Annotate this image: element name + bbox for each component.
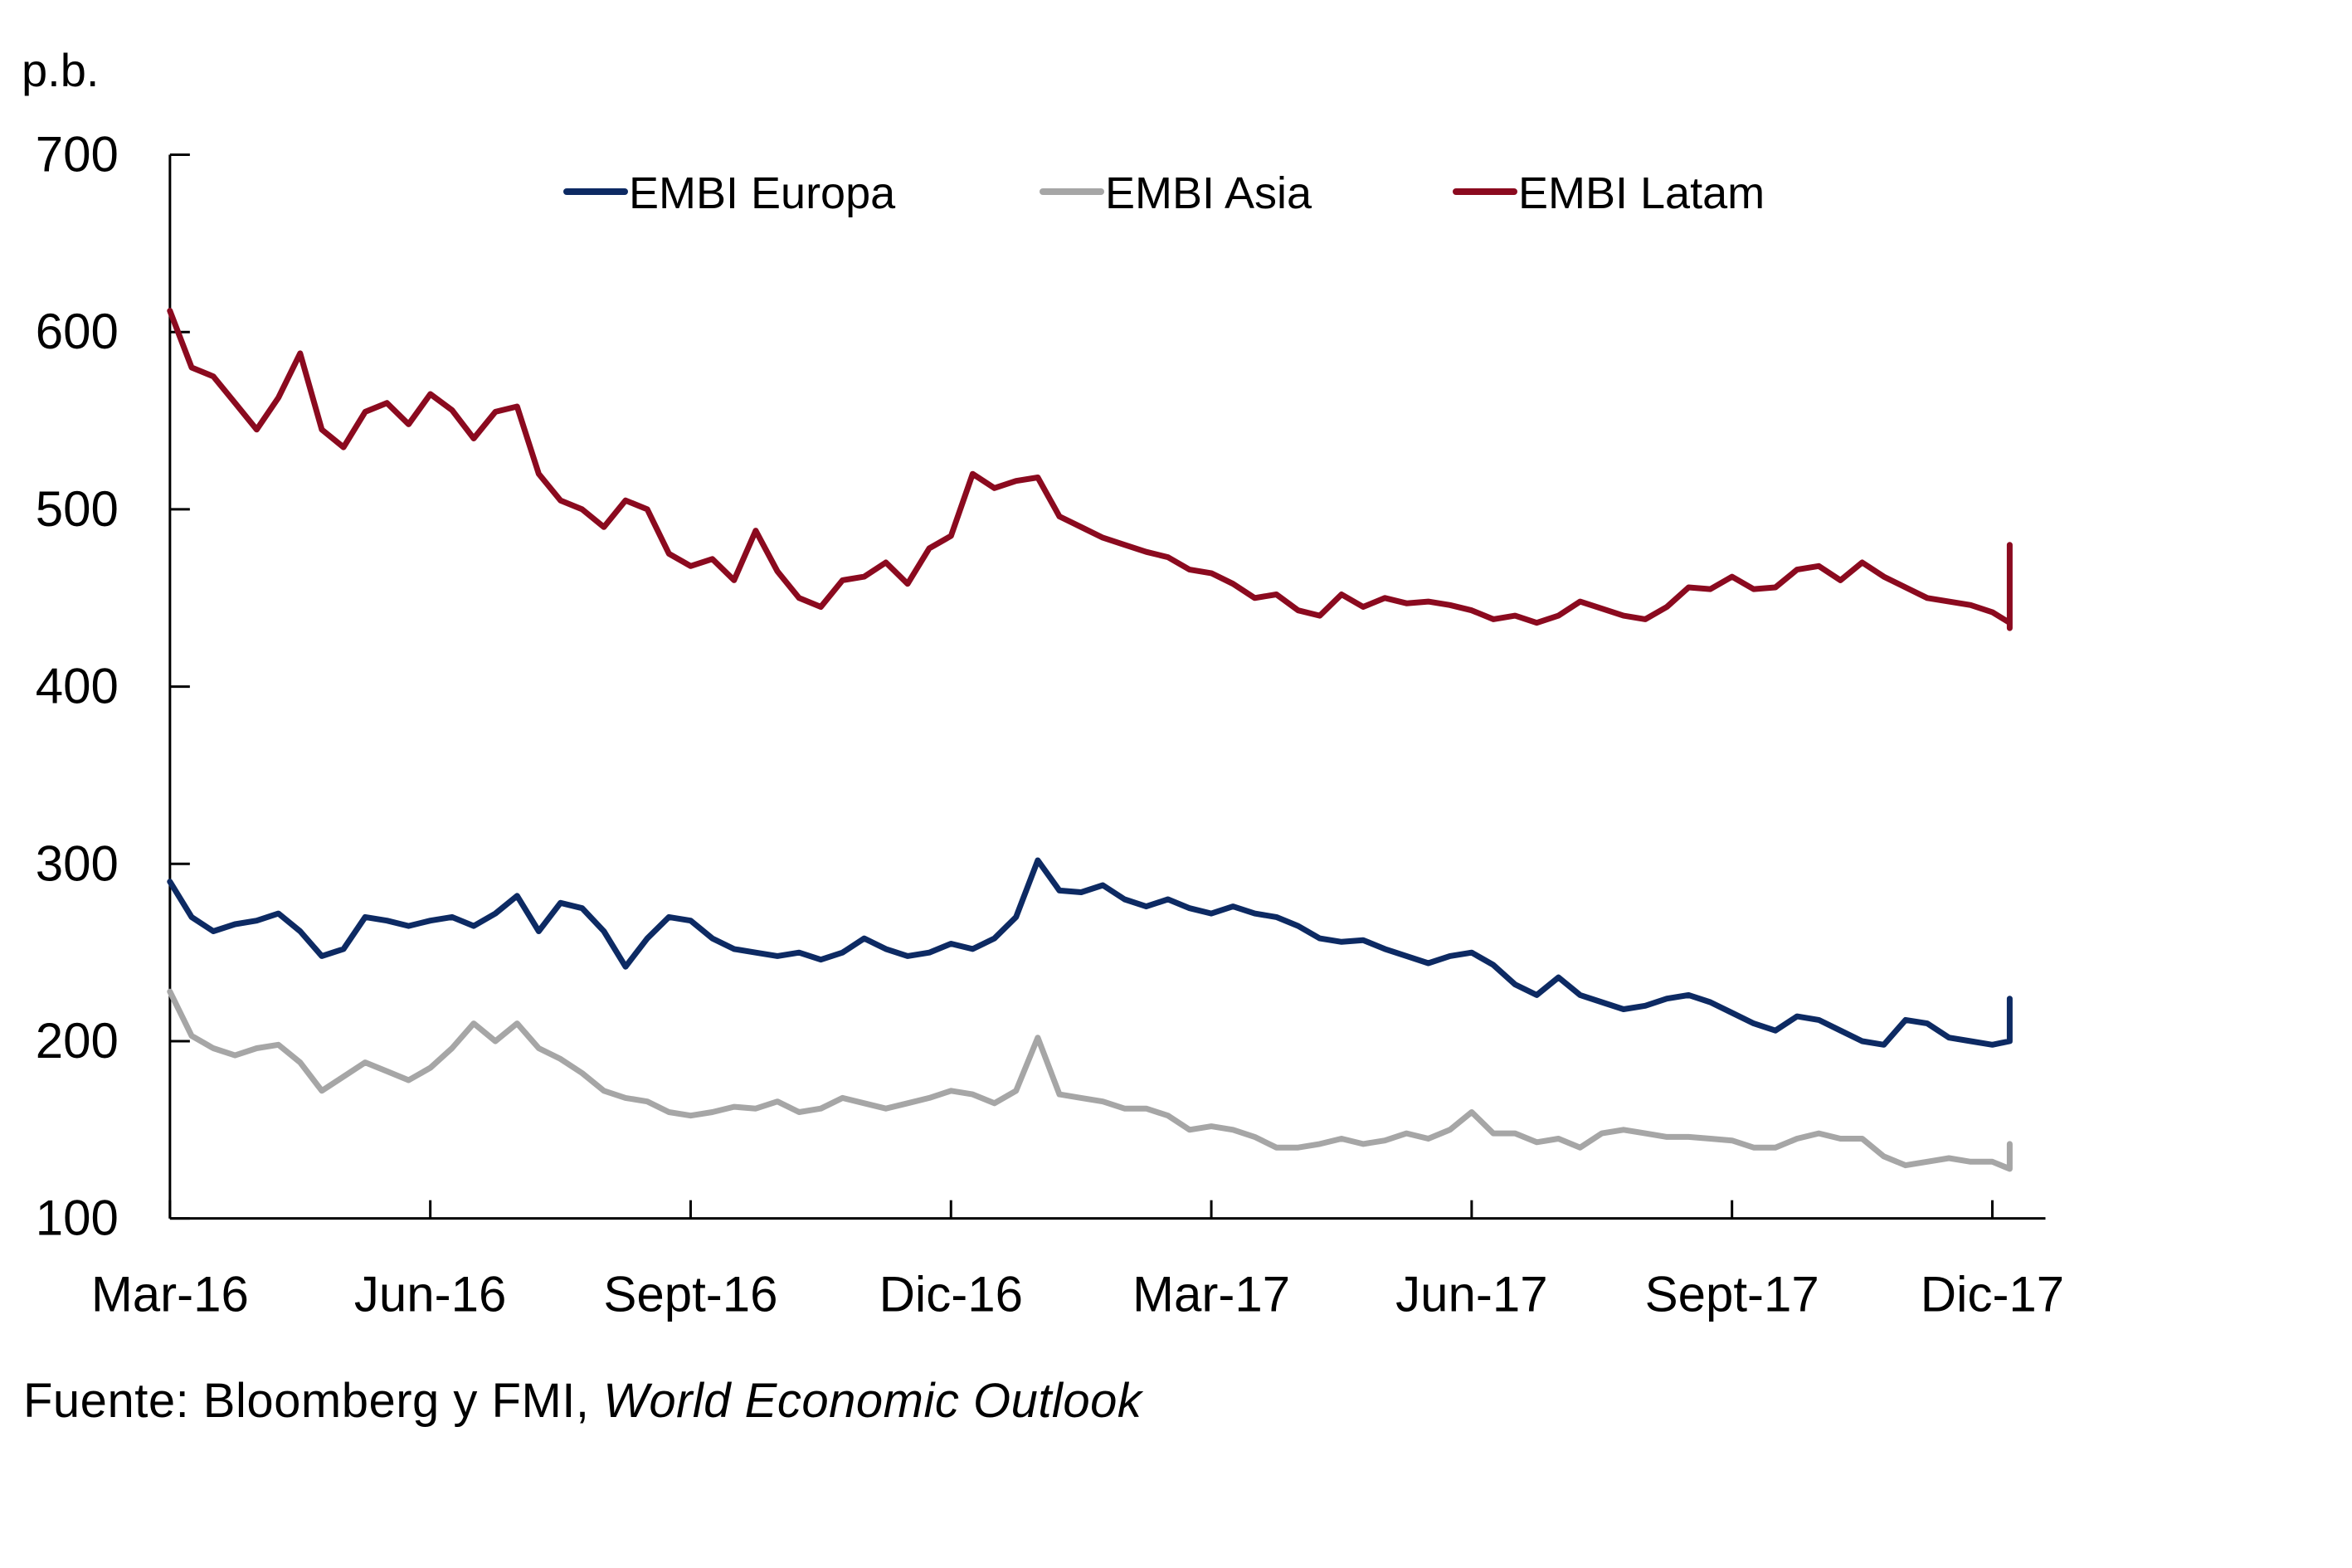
legend-label: EMBI Europa (629, 168, 896, 218)
y-axis-unit-label: p.b. (22, 44, 100, 96)
y-axis-ticks: 100 200 300 400 500 600 700 (36, 127, 190, 1246)
series-lines (167, 308, 2013, 1172)
legend-item-embi-latam: EMBI Latam (1453, 168, 1765, 218)
x-tick-label: Jun-17 (1395, 1267, 1547, 1322)
legend-label: EMBI Latam (1518, 168, 1765, 218)
x-tick-label: Dic-17 (1921, 1267, 2064, 1322)
legend-item-embi-asia: EMBI Asia (1040, 168, 1312, 218)
series-line-embi-latam (167, 308, 2013, 631)
y-tick-label: 100 (36, 1191, 119, 1246)
y-tick-label: 200 (36, 1013, 119, 1069)
legend-label: EMBI Asia (1105, 168, 1312, 218)
legend: EMBI Europa EMBI Asia EMBI Latam (563, 168, 1765, 218)
y-tick-label: 600 (36, 304, 119, 359)
source-note: Fuente: Bloomberg y FMI, World Economic … (23, 1373, 1142, 1429)
x-axis-ticks: Mar-16 Jun-16 Sept-16 Dic-16 Mar-17 Jun-17 Sep… (91, 1200, 2064, 1322)
legend-item-embi-europa: EMBI Europa (563, 168, 896, 218)
x-tick-label: Dic-16 (879, 1267, 1023, 1322)
series-line-embi-asia (167, 988, 2013, 1172)
source-publication: World Economic Outlook (603, 1374, 1142, 1428)
x-tick-label: Jun-16 (354, 1267, 506, 1322)
x-tick-label: Sept-17 (1645, 1267, 1819, 1322)
series-line-embi-europa (167, 857, 2013, 1048)
x-tick-label: Mar-16 (91, 1267, 249, 1322)
y-tick-label: 700 (36, 127, 119, 183)
x-tick-label: Sept-16 (603, 1267, 777, 1322)
source-prefix: Fuente: Bloomberg y FMI, (23, 1374, 604, 1428)
y-tick-label: 300 (36, 835, 119, 891)
x-tick-label: Mar-17 (1132, 1267, 1290, 1322)
y-tick-label: 400 (36, 659, 119, 714)
axes (168, 154, 2046, 1220)
y-tick-label: 500 (36, 481, 119, 537)
